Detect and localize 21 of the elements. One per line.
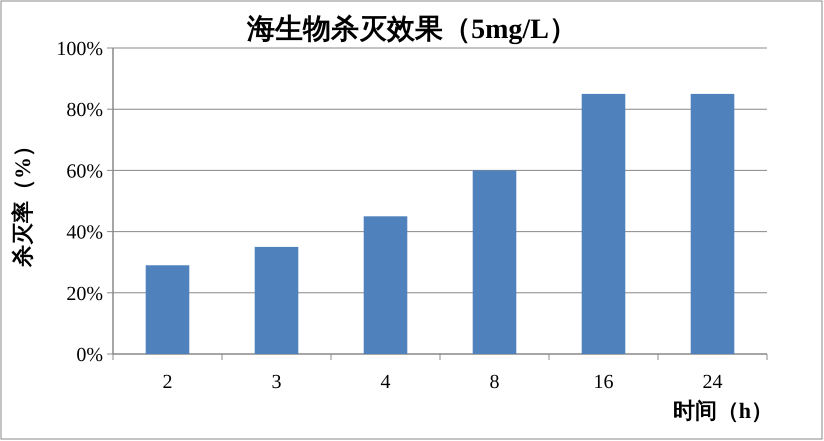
x-tick-label: 2 <box>162 371 172 393</box>
bar <box>582 94 626 354</box>
x-tick-label: 8 <box>490 371 500 393</box>
bar <box>472 170 516 354</box>
bar <box>364 216 408 354</box>
y-axis-title: 杀灭率（%） <box>10 135 35 268</box>
bar <box>146 265 190 354</box>
bar <box>690 94 734 354</box>
y-tick-label: 0% <box>76 344 103 366</box>
x-axis-title: 时间（h） <box>672 398 773 423</box>
bar <box>254 246 298 354</box>
y-tick-label: 20% <box>66 282 103 305</box>
y-tick-label: 40% <box>66 222 103 244</box>
chart-title: 海生物杀灭效果（5mg/L） <box>246 14 577 45</box>
y-tick-label: 100% <box>56 38 103 60</box>
x-tick-label: 16 <box>594 371 614 393</box>
x-tick-label: 3 <box>272 371 282 393</box>
x-tick-label: 4 <box>380 371 390 393</box>
y-tick-label: 60% <box>66 160 103 182</box>
x-tick-label: 24 <box>702 371 722 393</box>
y-tick-label: 80% <box>66 99 103 122</box>
